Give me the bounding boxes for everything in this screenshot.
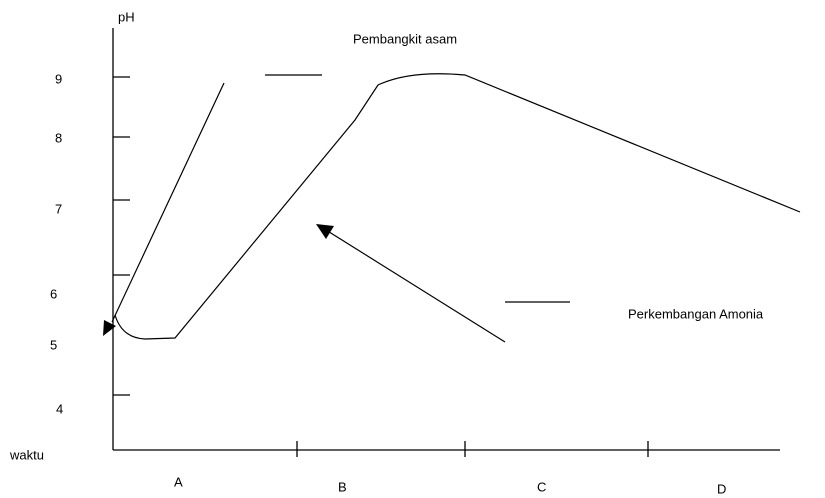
y-ticks [113, 76, 130, 396]
y-tick-label: 9 [55, 71, 62, 86]
arrowhead [316, 224, 334, 239]
arrow [325, 229, 506, 343]
title: Pembangkit asam [353, 31, 457, 46]
phase-label: B [338, 479, 347, 494]
phase-label: D [717, 481, 726, 496]
arrowhead [103, 320, 116, 336]
x-axis-label: waktu [9, 447, 44, 462]
steep-line [111, 82, 225, 323]
phase-label: C [537, 479, 546, 494]
x-ticks [296, 441, 649, 457]
y-tick-label: 5 [50, 337, 57, 352]
y-tick-label: 6 [50, 286, 57, 301]
y-tick-label: 7 [55, 201, 62, 216]
ph-curve [114, 73, 801, 340]
annotation: Perkembangan Amonia [628, 306, 764, 321]
y-tick-label: 4 [56, 401, 63, 416]
y-axis-label: pH [118, 9, 135, 24]
y-tick-label: 8 [55, 130, 62, 145]
phase-label: A [174, 474, 183, 489]
